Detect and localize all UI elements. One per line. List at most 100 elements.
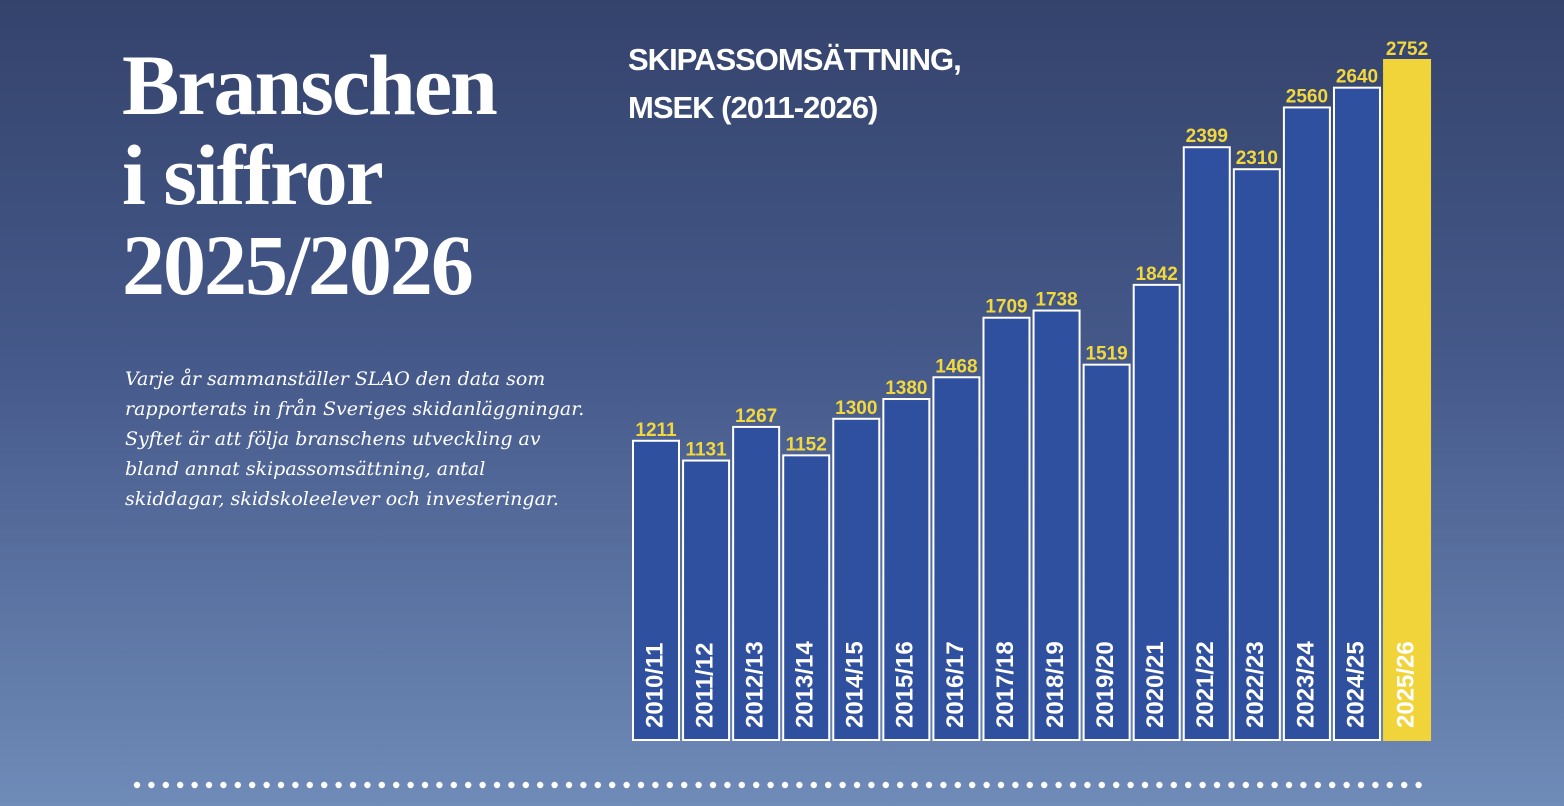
category-label: 2010/11 <box>641 643 668 728</box>
category-label: 2024/25 <box>1342 641 1369 728</box>
dot <box>1242 781 1250 789</box>
dot <box>407 781 414 789</box>
bar <box>1383 59 1432 741</box>
dot <box>1372 781 1379 789</box>
dot <box>709 781 717 789</box>
dot <box>580 781 587 789</box>
value-label: 2560 <box>1286 86 1328 107</box>
dot <box>724 781 731 789</box>
category-label: 2011/12 <box>691 643 718 728</box>
category-label: 2012/13 <box>741 641 768 728</box>
dot <box>306 781 313 789</box>
dot <box>623 781 630 789</box>
dot <box>364 781 371 789</box>
value-label: 1738 <box>1035 290 1077 311</box>
dot <box>1127 781 1134 789</box>
category-label: 2020/21 <box>1142 641 1169 728</box>
dot <box>1098 781 1106 789</box>
dot <box>508 781 515 789</box>
bar <box>1332 86 1381 741</box>
bar <box>1182 146 1231 742</box>
bar <box>1082 363 1131 741</box>
dot <box>911 781 918 789</box>
dot <box>1141 781 1149 789</box>
value-label: 1709 <box>985 297 1027 318</box>
category-label: 2018/19 <box>1042 641 1069 728</box>
value-label: 2752 <box>1386 39 1428 60</box>
category-label: 2019/20 <box>1092 641 1119 728</box>
dot <box>177 781 184 789</box>
value-label: 1842 <box>1136 264 1178 285</box>
value-label: 1519 <box>1085 344 1127 365</box>
value-label: 1468 <box>935 356 977 377</box>
dot <box>1199 781 1206 789</box>
dot <box>925 781 933 789</box>
dot <box>1041 781 1048 789</box>
dot <box>522 781 529 789</box>
dot <box>1228 781 1235 789</box>
dot <box>378 781 385 789</box>
dot <box>205 781 213 789</box>
dot <box>666 781 673 789</box>
category-label: 2025/26 <box>1392 641 1419 728</box>
bar <box>632 439 680 741</box>
dot <box>1329 781 1336 789</box>
dot <box>421 781 429 789</box>
bar <box>1032 309 1081 741</box>
dot <box>1300 781 1307 789</box>
dot <box>321 781 328 789</box>
dot <box>436 781 443 789</box>
dot <box>796 781 803 789</box>
dot <box>465 781 472 789</box>
value-label: 1131 <box>685 440 727 461</box>
dot <box>551 781 558 789</box>
dot <box>767 781 774 789</box>
dot <box>1213 781 1221 789</box>
dot <box>940 781 947 789</box>
value-label: 1267 <box>735 406 777 427</box>
value-label: 1211 <box>635 420 677 441</box>
dotted-rule <box>133 781 1422 789</box>
value-label: 1300 <box>835 398 877 419</box>
dot <box>493 781 501 789</box>
dot <box>637 781 645 789</box>
dot <box>537 781 544 789</box>
value-label: 2399 <box>1186 126 1228 147</box>
category-label: 2023/24 <box>1292 641 1319 728</box>
category-label: 2014/15 <box>842 641 869 728</box>
headline-line: i siffror <box>122 127 384 223</box>
dot <box>1026 781 1034 789</box>
dot <box>1357 781 1365 789</box>
dot <box>1185 781 1192 789</box>
category-label: 2013/14 <box>792 641 819 728</box>
chart-title: MSEK (2011-2026) <box>628 90 877 125</box>
value-label: 1380 <box>885 378 927 399</box>
bar <box>982 316 1031 741</box>
dot <box>753 781 760 789</box>
dot <box>781 781 789 789</box>
dot <box>594 781 601 789</box>
bar <box>682 459 731 741</box>
value-label: 2640 <box>1336 67 1378 88</box>
dot <box>565 781 573 789</box>
dot <box>882 781 889 789</box>
bar <box>932 376 981 741</box>
bar <box>1282 106 1331 742</box>
dot <box>1415 781 1422 789</box>
dot <box>191 781 198 789</box>
dot <box>349 781 357 789</box>
dot <box>652 781 659 789</box>
dot <box>1113 781 1120 789</box>
chart-title: SKIPASSOMSÄTTNING, <box>628 42 961 77</box>
dot <box>738 781 745 789</box>
dot <box>983 781 990 789</box>
bar <box>1232 168 1281 742</box>
dot <box>133 781 141 789</box>
dot <box>292 781 299 789</box>
dot <box>825 781 832 789</box>
headline-line: Branschen <box>122 37 498 133</box>
dot <box>897 781 904 789</box>
dot <box>969 781 976 789</box>
